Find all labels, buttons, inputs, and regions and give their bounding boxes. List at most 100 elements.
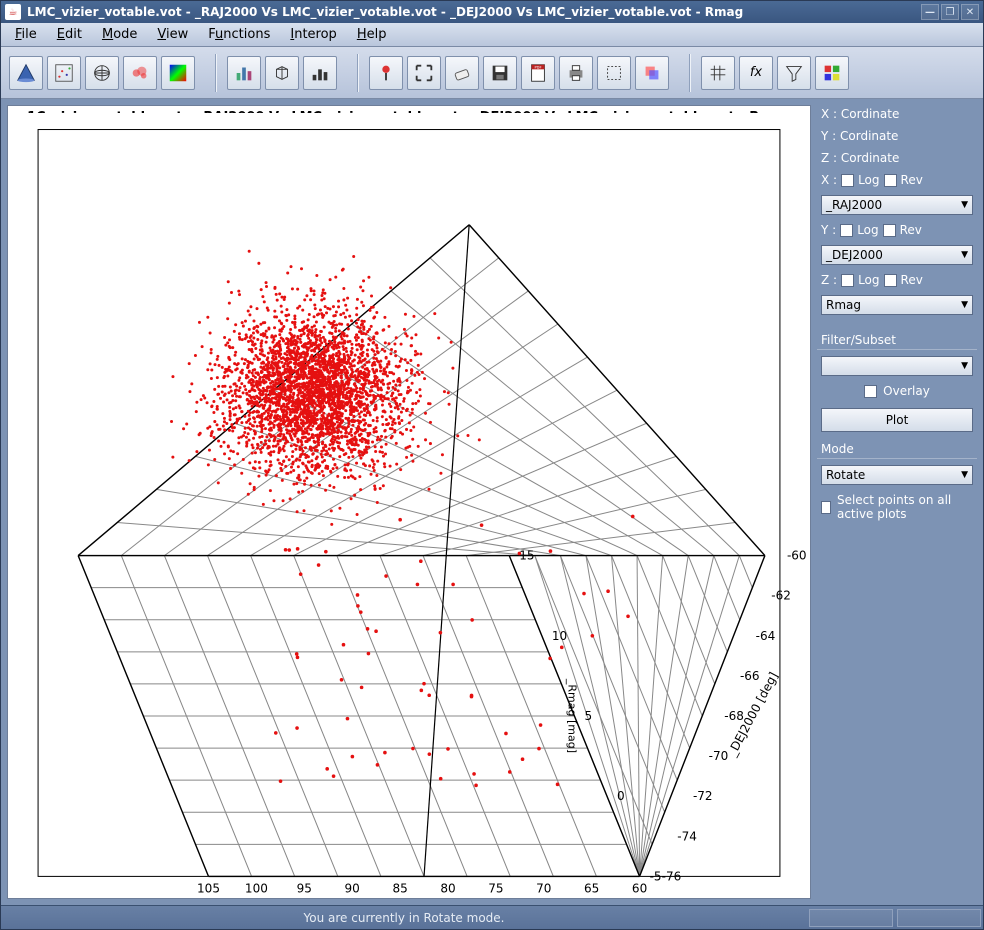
pin-marker-icon[interactable] bbox=[369, 56, 403, 90]
menu-edit[interactable]: Edit bbox=[49, 25, 90, 44]
cube-plot-icon[interactable] bbox=[265, 56, 299, 90]
y-axis-controls: Y : Log Rev bbox=[817, 221, 977, 239]
window-controls: — ❐ ✕ bbox=[921, 4, 979, 20]
histogram-icon[interactable] bbox=[227, 56, 261, 90]
svg-text:70: 70 bbox=[536, 881, 551, 895]
svg-text:90: 90 bbox=[345, 881, 360, 895]
window-title: LMC_vizier_votable.vot - _RAJ2000 Vs LMC… bbox=[27, 5, 921, 19]
svg-text:-60: -60 bbox=[787, 549, 807, 563]
menu-help[interactable]: Help bbox=[349, 25, 395, 44]
minimize-button[interactable]: — bbox=[921, 4, 939, 20]
x-rev-label: Rev bbox=[901, 173, 923, 187]
chevron-down-icon: ▼ bbox=[961, 200, 968, 210]
y-label: Y : bbox=[821, 223, 836, 237]
chevron-down-icon: ▼ bbox=[961, 470, 968, 480]
java-icon: ☕ bbox=[5, 4, 21, 20]
application-window: ☕ LMC_vizier_votable.vot - _RAJ2000 Vs L… bbox=[0, 0, 984, 930]
menu-functions[interactable]: Functions bbox=[200, 25, 278, 44]
z-coord-label: Z : Cordinate bbox=[817, 149, 977, 167]
z-log-checkbox[interactable] bbox=[841, 274, 854, 287]
x-rev-checkbox[interactable] bbox=[884, 174, 897, 187]
chevron-down-icon: ▼ bbox=[961, 250, 968, 260]
globe-plot-icon[interactable] bbox=[85, 56, 119, 90]
maximize-button[interactable]: ❐ bbox=[941, 4, 959, 20]
save-icon[interactable] bbox=[483, 56, 517, 90]
select-points-label: Select points on all active plots bbox=[837, 493, 973, 522]
plot-panel: 1C_vizier_votable.vot - _RAJ2000 Vs LMC_… bbox=[7, 105, 811, 899]
filter-select[interactable]: ▼ bbox=[821, 356, 973, 376]
menu-file[interactable]: File bbox=[7, 25, 45, 44]
svg-text:75: 75 bbox=[488, 881, 503, 895]
y-axis-select[interactable]: _DEJ2000 ▼ bbox=[821, 245, 973, 265]
density-plot-icon[interactable] bbox=[123, 56, 157, 90]
menubar: File Edit Mode View Functions Interop He… bbox=[1, 23, 983, 47]
cone-plot-icon[interactable] bbox=[9, 56, 43, 90]
overlay-label: Overlay bbox=[883, 384, 930, 398]
svg-text:PDF: PDF bbox=[534, 65, 541, 69]
x-label: X : bbox=[821, 173, 837, 187]
x-log-checkbox[interactable] bbox=[841, 174, 854, 187]
svg-text:85: 85 bbox=[392, 881, 407, 895]
z-rev-label: Rev bbox=[901, 273, 923, 287]
z-axis-select[interactable]: Rmag ▼ bbox=[821, 295, 973, 315]
svg-text:60: 60 bbox=[632, 881, 647, 895]
grid-settings-icon[interactable] bbox=[701, 56, 735, 90]
overlay-checkbox[interactable] bbox=[864, 385, 877, 398]
status-box-2 bbox=[897, 909, 981, 927]
select-region-icon[interactable] bbox=[597, 56, 631, 90]
svg-text:-74: -74 bbox=[677, 829, 697, 843]
menu-view[interactable]: View bbox=[149, 25, 196, 44]
color-picker-icon[interactable] bbox=[815, 56, 849, 90]
x-log-label: Log bbox=[858, 173, 879, 187]
svg-text:15: 15 bbox=[519, 549, 534, 563]
y-rev-checkbox[interactable] bbox=[883, 224, 896, 237]
x-axis-value: _RAJ2000 bbox=[826, 198, 961, 212]
x-coord-label: X : Cordinate bbox=[817, 105, 977, 123]
svg-text:0: 0 bbox=[617, 789, 625, 803]
y-log-checkbox[interactable] bbox=[840, 224, 853, 237]
svg-text:-5: -5 bbox=[650, 869, 662, 883]
erase-icon[interactable] bbox=[445, 56, 479, 90]
svg-text:80: 80 bbox=[440, 881, 455, 895]
layers-icon[interactable] bbox=[635, 56, 669, 90]
x-axis-select[interactable]: _RAJ2000 ▼ bbox=[821, 195, 973, 215]
menu-interop[interactable]: Interop bbox=[282, 25, 344, 44]
y-rev-label: Rev bbox=[900, 223, 922, 237]
titlebar: ☕ LMC_vizier_votable.vot - _RAJ2000 Vs L… bbox=[1, 1, 983, 23]
filter-icon[interactable] bbox=[777, 56, 811, 90]
scatter-plot-icon[interactable] bbox=[47, 56, 81, 90]
z-axis-value: Rmag bbox=[826, 298, 961, 312]
z-log-label: Log bbox=[858, 273, 879, 287]
status-text: You are currently in Rotate mode. bbox=[1, 911, 807, 925]
mode-select[interactable]: Rotate ▼ bbox=[821, 465, 973, 485]
svg-text:5: 5 bbox=[584, 709, 592, 723]
x-axis-controls: X : Log Rev bbox=[817, 171, 977, 189]
mode-header: Mode bbox=[817, 440, 977, 459]
toolbar: PDF fx bbox=[1, 47, 983, 99]
y-axis-value: _DEJ2000 bbox=[826, 248, 961, 262]
fx-icon[interactable]: fx bbox=[739, 56, 773, 90]
plot-title: 1C_vizier_votable.vot - _RAJ2000 Vs LMC_… bbox=[8, 106, 810, 113]
z-label: Z : bbox=[821, 273, 837, 287]
export-pdf-icon[interactable]: PDF bbox=[521, 56, 555, 90]
select-points-checkbox[interactable] bbox=[821, 501, 831, 514]
content-area: 1C_vizier_votable.vot - _RAJ2000 Vs LMC_… bbox=[1, 99, 983, 905]
print-icon[interactable] bbox=[559, 56, 593, 90]
expand-icon[interactable] bbox=[407, 56, 441, 90]
status-box-1 bbox=[809, 909, 893, 927]
svg-text:105: 105 bbox=[197, 881, 220, 895]
mode-value: Rotate bbox=[826, 468, 961, 482]
svg-text:-64: -64 bbox=[756, 629, 776, 643]
svg-text:_Rmag [mag]: _Rmag [mag] bbox=[565, 678, 578, 753]
colormap-icon[interactable] bbox=[161, 56, 195, 90]
svg-text:-72: -72 bbox=[693, 789, 713, 803]
z-rev-checkbox[interactable] bbox=[884, 274, 897, 287]
side-panel: X : Cordinate Y : Cordinate Z : Cordinat… bbox=[817, 105, 977, 899]
svg-text:-76: -76 bbox=[662, 869, 682, 883]
plot-3d-canvas[interactable]: 1051009590858075706560_RAJ2000 [deg]-60-… bbox=[8, 113, 810, 898]
close-button[interactable]: ✕ bbox=[961, 4, 979, 20]
menu-mode[interactable]: Mode bbox=[94, 25, 145, 44]
chevron-down-icon: ▼ bbox=[961, 300, 968, 310]
plot-button[interactable]: Plot bbox=[821, 408, 973, 432]
stacked-plot-icon[interactable] bbox=[303, 56, 337, 90]
